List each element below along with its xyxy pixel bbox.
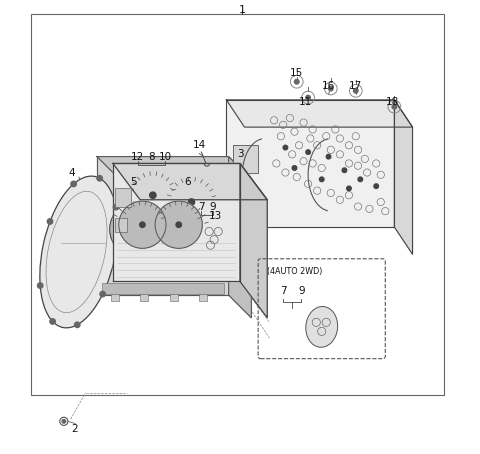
Text: 7: 7: [280, 286, 287, 296]
Circle shape: [306, 150, 311, 154]
Circle shape: [328, 86, 333, 91]
Circle shape: [71, 181, 76, 187]
Circle shape: [176, 222, 181, 227]
Circle shape: [113, 204, 119, 210]
Text: (4AUTO 2WD): (4AUTO 2WD): [267, 266, 323, 276]
Text: 5: 5: [130, 177, 137, 187]
Polygon shape: [227, 100, 395, 227]
Circle shape: [167, 177, 216, 227]
Circle shape: [37, 283, 43, 288]
Text: 4: 4: [69, 168, 75, 178]
Circle shape: [74, 322, 80, 327]
Circle shape: [292, 166, 297, 170]
Circle shape: [306, 95, 311, 100]
Text: 12: 12: [131, 152, 144, 162]
Ellipse shape: [306, 306, 337, 347]
Bar: [233, 191, 258, 218]
Text: 10: 10: [158, 152, 172, 162]
Text: 13: 13: [208, 211, 222, 221]
Text: 2: 2: [71, 424, 78, 434]
Circle shape: [155, 201, 202, 248]
Bar: [31, 14, 444, 395]
Circle shape: [326, 154, 331, 159]
Ellipse shape: [40, 176, 118, 328]
Bar: [199, 294, 207, 301]
Circle shape: [295, 79, 299, 84]
Circle shape: [320, 177, 324, 182]
Circle shape: [47, 219, 53, 224]
Text: 11: 11: [299, 97, 312, 107]
Circle shape: [140, 222, 145, 227]
Bar: [102, 283, 224, 294]
Circle shape: [374, 184, 378, 188]
Text: 16: 16: [322, 81, 335, 91]
Circle shape: [150, 192, 156, 198]
Bar: [233, 145, 258, 173]
Text: 7: 7: [198, 202, 205, 212]
Text: 17: 17: [349, 81, 362, 91]
Bar: [115, 218, 127, 232]
Polygon shape: [113, 163, 267, 200]
Polygon shape: [227, 100, 412, 127]
Bar: [115, 188, 131, 207]
Circle shape: [100, 291, 106, 297]
Bar: [169, 294, 178, 301]
Polygon shape: [97, 157, 228, 295]
Circle shape: [50, 319, 55, 324]
Polygon shape: [240, 163, 267, 318]
Circle shape: [283, 145, 288, 150]
Circle shape: [178, 226, 184, 232]
Text: 1: 1: [239, 5, 246, 15]
Circle shape: [62, 419, 66, 423]
Bar: [110, 294, 119, 301]
Circle shape: [353, 89, 358, 93]
Text: 6: 6: [184, 177, 191, 187]
Circle shape: [129, 172, 177, 219]
Circle shape: [392, 104, 396, 109]
Text: 9: 9: [209, 202, 216, 212]
Polygon shape: [395, 100, 412, 254]
Text: 14: 14: [192, 140, 206, 150]
Circle shape: [110, 201, 166, 257]
Text: 3: 3: [237, 149, 243, 159]
Bar: [140, 294, 148, 301]
Circle shape: [153, 201, 209, 257]
Circle shape: [347, 186, 351, 191]
Text: 8: 8: [148, 152, 155, 162]
Circle shape: [97, 176, 102, 181]
Circle shape: [119, 201, 166, 248]
Text: 18: 18: [385, 97, 399, 107]
Polygon shape: [113, 163, 240, 281]
Circle shape: [188, 199, 194, 205]
Ellipse shape: [197, 213, 231, 263]
Circle shape: [358, 177, 362, 182]
Text: 9: 9: [298, 286, 305, 296]
Polygon shape: [228, 157, 252, 318]
Circle shape: [135, 226, 141, 232]
Polygon shape: [97, 157, 252, 179]
Text: 15: 15: [290, 68, 303, 78]
Circle shape: [342, 168, 347, 173]
